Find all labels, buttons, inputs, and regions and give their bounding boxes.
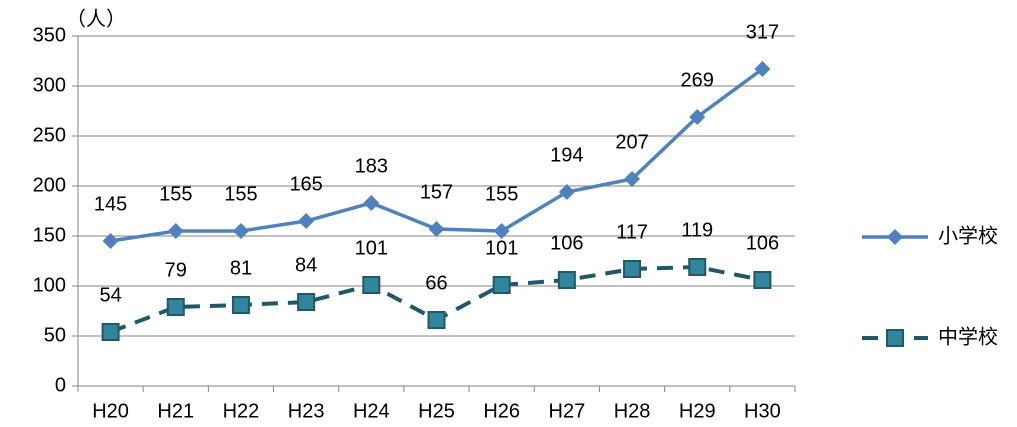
legend-label: 中学校	[938, 325, 998, 348]
marker	[689, 109, 706, 125]
data-label: 106	[550, 232, 583, 254]
marker	[427, 311, 446, 329]
x-tick-label: H27	[549, 400, 586, 422]
marker	[167, 223, 184, 239]
marker	[493, 223, 510, 239]
data-label: 183	[355, 155, 388, 177]
marker	[688, 258, 707, 276]
data-label: 194	[550, 144, 583, 166]
y-tick-label: 0	[55, 374, 66, 396]
x-tick-label: H30	[744, 400, 781, 422]
data-label: 79	[165, 259, 187, 281]
data-label: 119	[681, 219, 713, 241]
marker	[492, 276, 511, 294]
data-label: 207	[615, 131, 648, 153]
x-tick-label: H28	[614, 400, 651, 422]
marker	[557, 271, 576, 289]
data-label: 84	[295, 254, 317, 276]
data-label: 155	[485, 183, 518, 205]
data-label: 117	[616, 221, 648, 243]
data-label: 165	[289, 173, 322, 195]
data-label: 155	[224, 183, 257, 205]
marker	[558, 184, 575, 200]
marker	[101, 323, 120, 341]
marker	[166, 298, 185, 316]
data-label: 101	[485, 237, 518, 259]
x-tick-label: H29	[679, 400, 716, 422]
marker	[623, 260, 642, 278]
marker	[102, 233, 119, 249]
data-label: 155	[159, 183, 192, 205]
marker	[232, 223, 249, 239]
data-label: 157	[420, 181, 453, 203]
y-tick-label: 250	[33, 124, 66, 146]
legend-marker	[887, 229, 903, 245]
series-line	[110, 67, 764, 243]
x-tick-label: H21	[157, 400, 194, 422]
y-tick-label: 100	[33, 274, 66, 296]
marker	[754, 61, 771, 77]
y-tick-label: 350	[33, 24, 66, 46]
legend-marker	[886, 329, 904, 347]
data-label: 145	[94, 193, 127, 215]
y-tick-label: 150	[33, 224, 66, 246]
legend-label: 小学校	[938, 224, 998, 247]
marker	[362, 276, 381, 294]
x-tick-label: H26	[483, 400, 520, 422]
data-label: 317	[746, 21, 779, 43]
data-label: 106	[746, 232, 779, 254]
x-tick-label: H20	[92, 400, 129, 422]
y-tick-label: 50	[44, 324, 66, 346]
marker	[363, 195, 380, 211]
x-tick-label: H25	[418, 400, 455, 422]
x-tick-label: H24	[353, 400, 390, 422]
data-label: 54	[99, 284, 121, 306]
marker	[297, 293, 316, 311]
data-label: 101	[355, 237, 388, 259]
marker	[428, 221, 445, 237]
marker	[624, 171, 641, 187]
x-tick-label: H22	[223, 400, 260, 422]
x-tick-label: H23	[288, 400, 325, 422]
data-label: 269	[681, 69, 714, 91]
marker	[753, 271, 772, 289]
y-axis-label: （人）	[66, 7, 126, 30]
marker	[231, 296, 250, 314]
marker	[298, 213, 315, 229]
data-label: 81	[230, 257, 252, 279]
y-tick-label: 200	[33, 174, 66, 196]
data-label: 66	[425, 272, 447, 294]
y-tick-label: 300	[33, 74, 66, 96]
